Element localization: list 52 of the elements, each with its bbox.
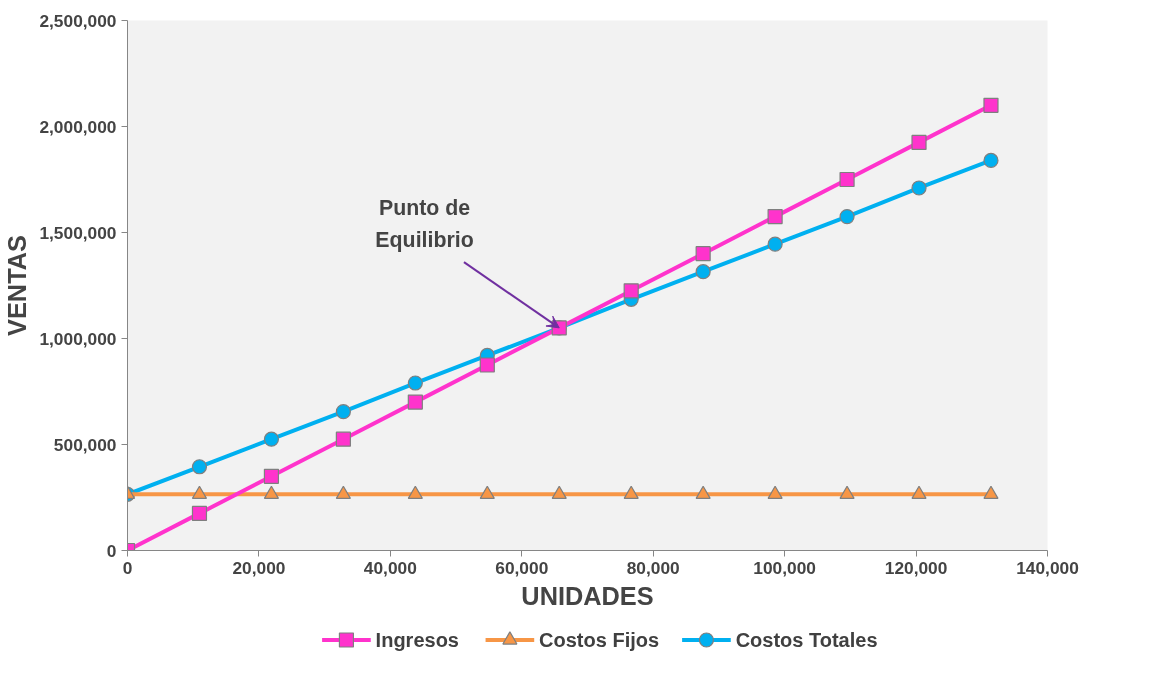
point	[911, 485, 927, 499]
point	[623, 485, 639, 499]
x-tick-label: 100,000	[753, 557, 816, 578]
point	[911, 180, 927, 196]
x-tick-label: 40,000	[363, 557, 417, 578]
annotation: Punto de Equilibrio	[375, 196, 474, 252]
y-tick-label: 0	[106, 540, 117, 561]
point	[263, 468, 280, 484]
legend-label: Ingresos	[375, 629, 459, 651]
y-tick-label: 2,500,000	[39, 10, 117, 31]
point	[767, 209, 783, 225]
point	[479, 357, 495, 373]
x-tick-label: 120,000	[884, 557, 948, 578]
x-tick-label: 60,000	[495, 557, 549, 578]
legend-label: Costos Fijos	[539, 629, 660, 651]
point	[983, 152, 999, 169]
point	[335, 485, 351, 499]
y-tick-label: 1,000,000	[39, 328, 117, 349]
x-tick-label: 20,000	[232, 557, 286, 578]
x-tick-label: 80,000	[626, 557, 680, 578]
y-tick-label: 2,000,000	[39, 116, 117, 137]
point	[623, 283, 639, 299]
legend-label: Costos Totales	[735, 629, 878, 651]
point	[263, 485, 280, 499]
point	[839, 171, 855, 188]
y-tick-label: 500,000	[53, 434, 117, 455]
x-tick-label: 0	[122, 557, 133, 578]
point	[407, 485, 423, 499]
point	[839, 485, 855, 499]
point	[695, 246, 711, 262]
point	[263, 431, 280, 447]
point	[695, 485, 711, 499]
point	[479, 485, 495, 499]
y-tick-label: 1,500,000	[39, 222, 117, 243]
point	[767, 485, 783, 499]
x-axis-title: UNIDADES	[521, 581, 654, 610]
point	[191, 505, 208, 521]
point	[551, 485, 567, 499]
point	[911, 134, 927, 150]
point	[839, 209, 855, 225]
point	[335, 431, 351, 447]
point	[407, 394, 423, 410]
point	[983, 485, 999, 499]
point	[767, 236, 783, 252]
point	[983, 97, 999, 113]
point	[335, 404, 351, 420]
x-tick-label: 140,000	[1016, 557, 1079, 578]
point	[191, 485, 208, 499]
point	[695, 264, 711, 280]
point	[191, 459, 208, 475]
y-axis-title: VENTAS	[3, 235, 32, 336]
point	[407, 375, 423, 391]
